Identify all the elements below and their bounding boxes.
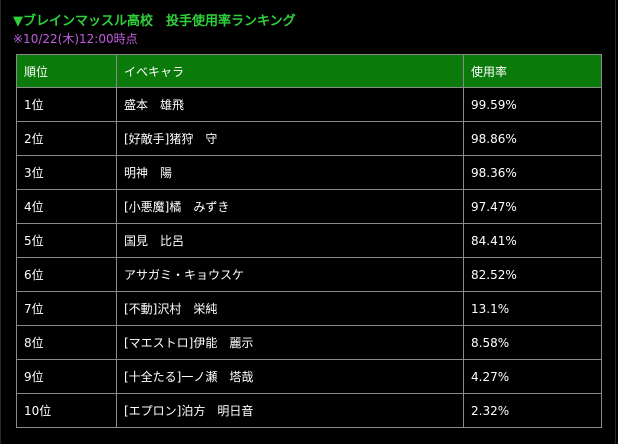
usage-rate-cell: 2.32% xyxy=(463,393,602,428)
rank-cell: 5位 xyxy=(16,223,117,258)
table-row: 9位 [十全たる]一ノ瀬 塔哉 4.27% xyxy=(16,359,602,394)
usage-rate-cell: 99.59% xyxy=(463,87,602,122)
table-row: 6位 アサガミ・キョウスケ 82.52% xyxy=(16,257,602,292)
table-row: 3位 明神 陽 98.36% xyxy=(16,155,602,190)
character-cell: 盛本 雄飛 xyxy=(116,87,464,122)
column-header-rank: 順位 xyxy=(16,54,117,88)
character-cell: [エプロン]泊方 明日音 xyxy=(116,393,464,428)
pitcher-usage-ranking-table: 順位 イベキャラ 使用率 1位 盛本 雄飛 99.59% 2位 [好敵手]猪狩 … xyxy=(16,54,602,428)
table-header-row: 順位 イベキャラ 使用率 xyxy=(16,54,602,88)
character-cell: [好敵手]猪狩 守 xyxy=(116,121,464,156)
table-row: 2位 [好敵手]猪狩 守 98.86% xyxy=(16,121,602,156)
table-row: 8位 [マエストロ]伊能 麗示 8.58% xyxy=(16,325,602,360)
table-row: 7位 [不動]沢村 栄純 13.1% xyxy=(16,291,602,326)
table-row: 1位 盛本 雄飛 99.59% xyxy=(16,87,602,122)
character-cell: 明神 陽 xyxy=(116,155,464,190)
table-row: 4位 [小悪魔]橘 みずき 97.47% xyxy=(16,189,602,224)
column-header-character: イベキャラ xyxy=(116,54,464,88)
table-row: 5位 国見 比呂 84.41% xyxy=(16,223,602,258)
character-cell: アサガミ・キョウスケ xyxy=(116,257,464,292)
page-title: ▼ブレインマッスル高校 投手使用率ランキング xyxy=(13,14,296,29)
rank-cell: 3位 xyxy=(16,155,117,190)
usage-rate-cell: 84.41% xyxy=(463,223,602,258)
character-cell: [不動]沢村 栄純 xyxy=(116,291,464,326)
update-timestamp: ※10/22(木)12:00時点 xyxy=(13,32,138,46)
rank-cell: 1位 xyxy=(16,87,117,122)
rank-cell: 10位 xyxy=(16,393,117,428)
rank-cell: 4位 xyxy=(16,189,117,224)
character-cell: [マエストロ]伊能 麗示 xyxy=(116,325,464,360)
character-cell: [小悪魔]橘 みずき xyxy=(116,189,464,224)
character-cell: [十全たる]一ノ瀬 塔哉 xyxy=(116,359,464,394)
character-cell: 国見 比呂 xyxy=(116,223,464,258)
usage-rate-cell: 4.27% xyxy=(463,359,602,394)
rank-cell: 7位 xyxy=(16,291,117,326)
usage-rate-cell: 82.52% xyxy=(463,257,602,292)
rank-cell: 6位 xyxy=(16,257,117,292)
usage-rate-cell: 8.58% xyxy=(463,325,602,360)
usage-rate-cell: 97.47% xyxy=(463,189,602,224)
usage-rate-cell: 98.36% xyxy=(463,155,602,190)
column-header-usage-rate: 使用率 xyxy=(463,54,602,88)
rank-cell: 8位 xyxy=(16,325,117,360)
rank-cell: 9位 xyxy=(16,359,117,394)
usage-rate-cell: 98.86% xyxy=(463,121,602,156)
rank-cell: 2位 xyxy=(16,121,117,156)
table-row: 10位 [エプロン]泊方 明日音 2.32% xyxy=(16,393,602,428)
usage-rate-cell: 13.1% xyxy=(463,291,602,326)
